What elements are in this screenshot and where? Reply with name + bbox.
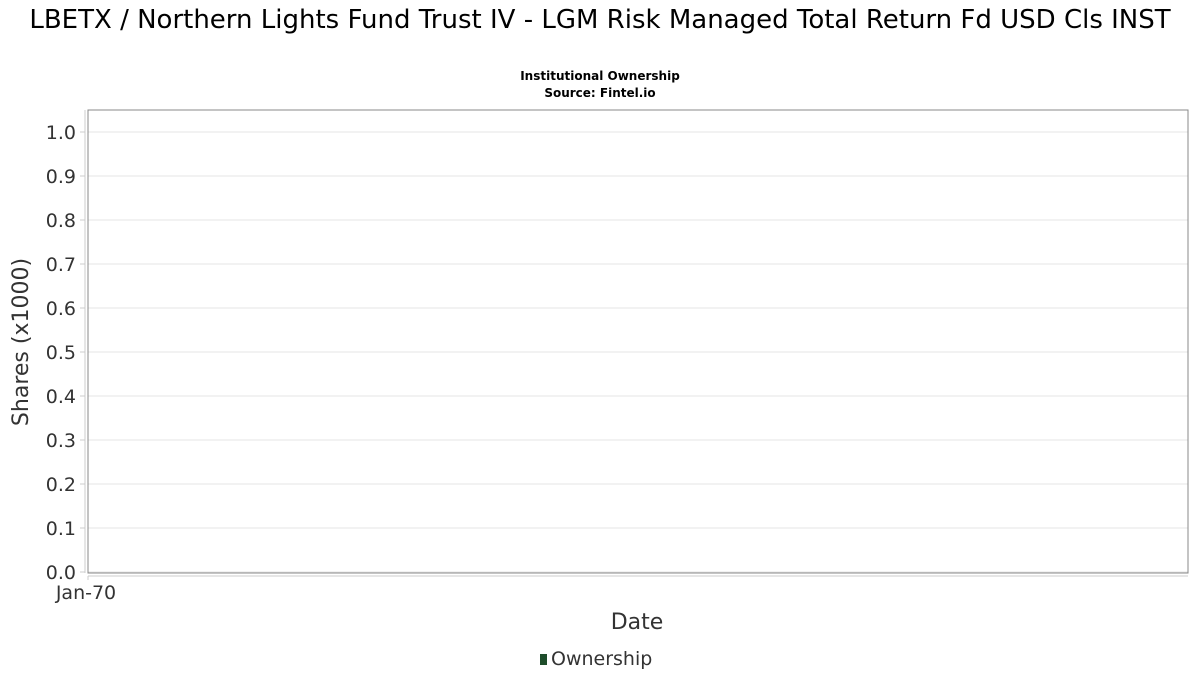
chart-source: Source: Fintel.io <box>544 86 656 100</box>
legend-label-ownership: Ownership <box>551 648 653 670</box>
x-axis-label: Date <box>611 610 664 635</box>
y-tick-label: 0.6 <box>46 298 76 320</box>
y-tick-label: 0.2 <box>46 474 76 496</box>
y-tick-label: 0.3 <box>46 430 76 452</box>
y-tick-label: 0.7 <box>46 254 76 276</box>
x-tick-label: Jan-70 <box>55 582 116 604</box>
y-tick-label: 0.4 <box>46 386 76 408</box>
y-tick-label: 0.8 <box>46 210 76 232</box>
y-tick-label: 0.5 <box>46 342 76 364</box>
chart-subtitle: Institutional Ownership <box>520 69 680 83</box>
y-tick-label: 0.0 <box>46 562 76 584</box>
y-tick-label: 0.9 <box>46 166 76 188</box>
legend: Ownership <box>540 648 652 670</box>
legend-swatch-ownership <box>540 653 547 665</box>
y-axis-label: Shares (x1000) <box>9 258 34 426</box>
chart-title: LBETX / Northern Lights Fund Trust IV - … <box>29 5 1171 35</box>
y-tick-label: 1.0 <box>46 122 76 144</box>
y-tick-label: 0.1 <box>46 518 76 540</box>
plot-frame <box>87 109 1189 574</box>
